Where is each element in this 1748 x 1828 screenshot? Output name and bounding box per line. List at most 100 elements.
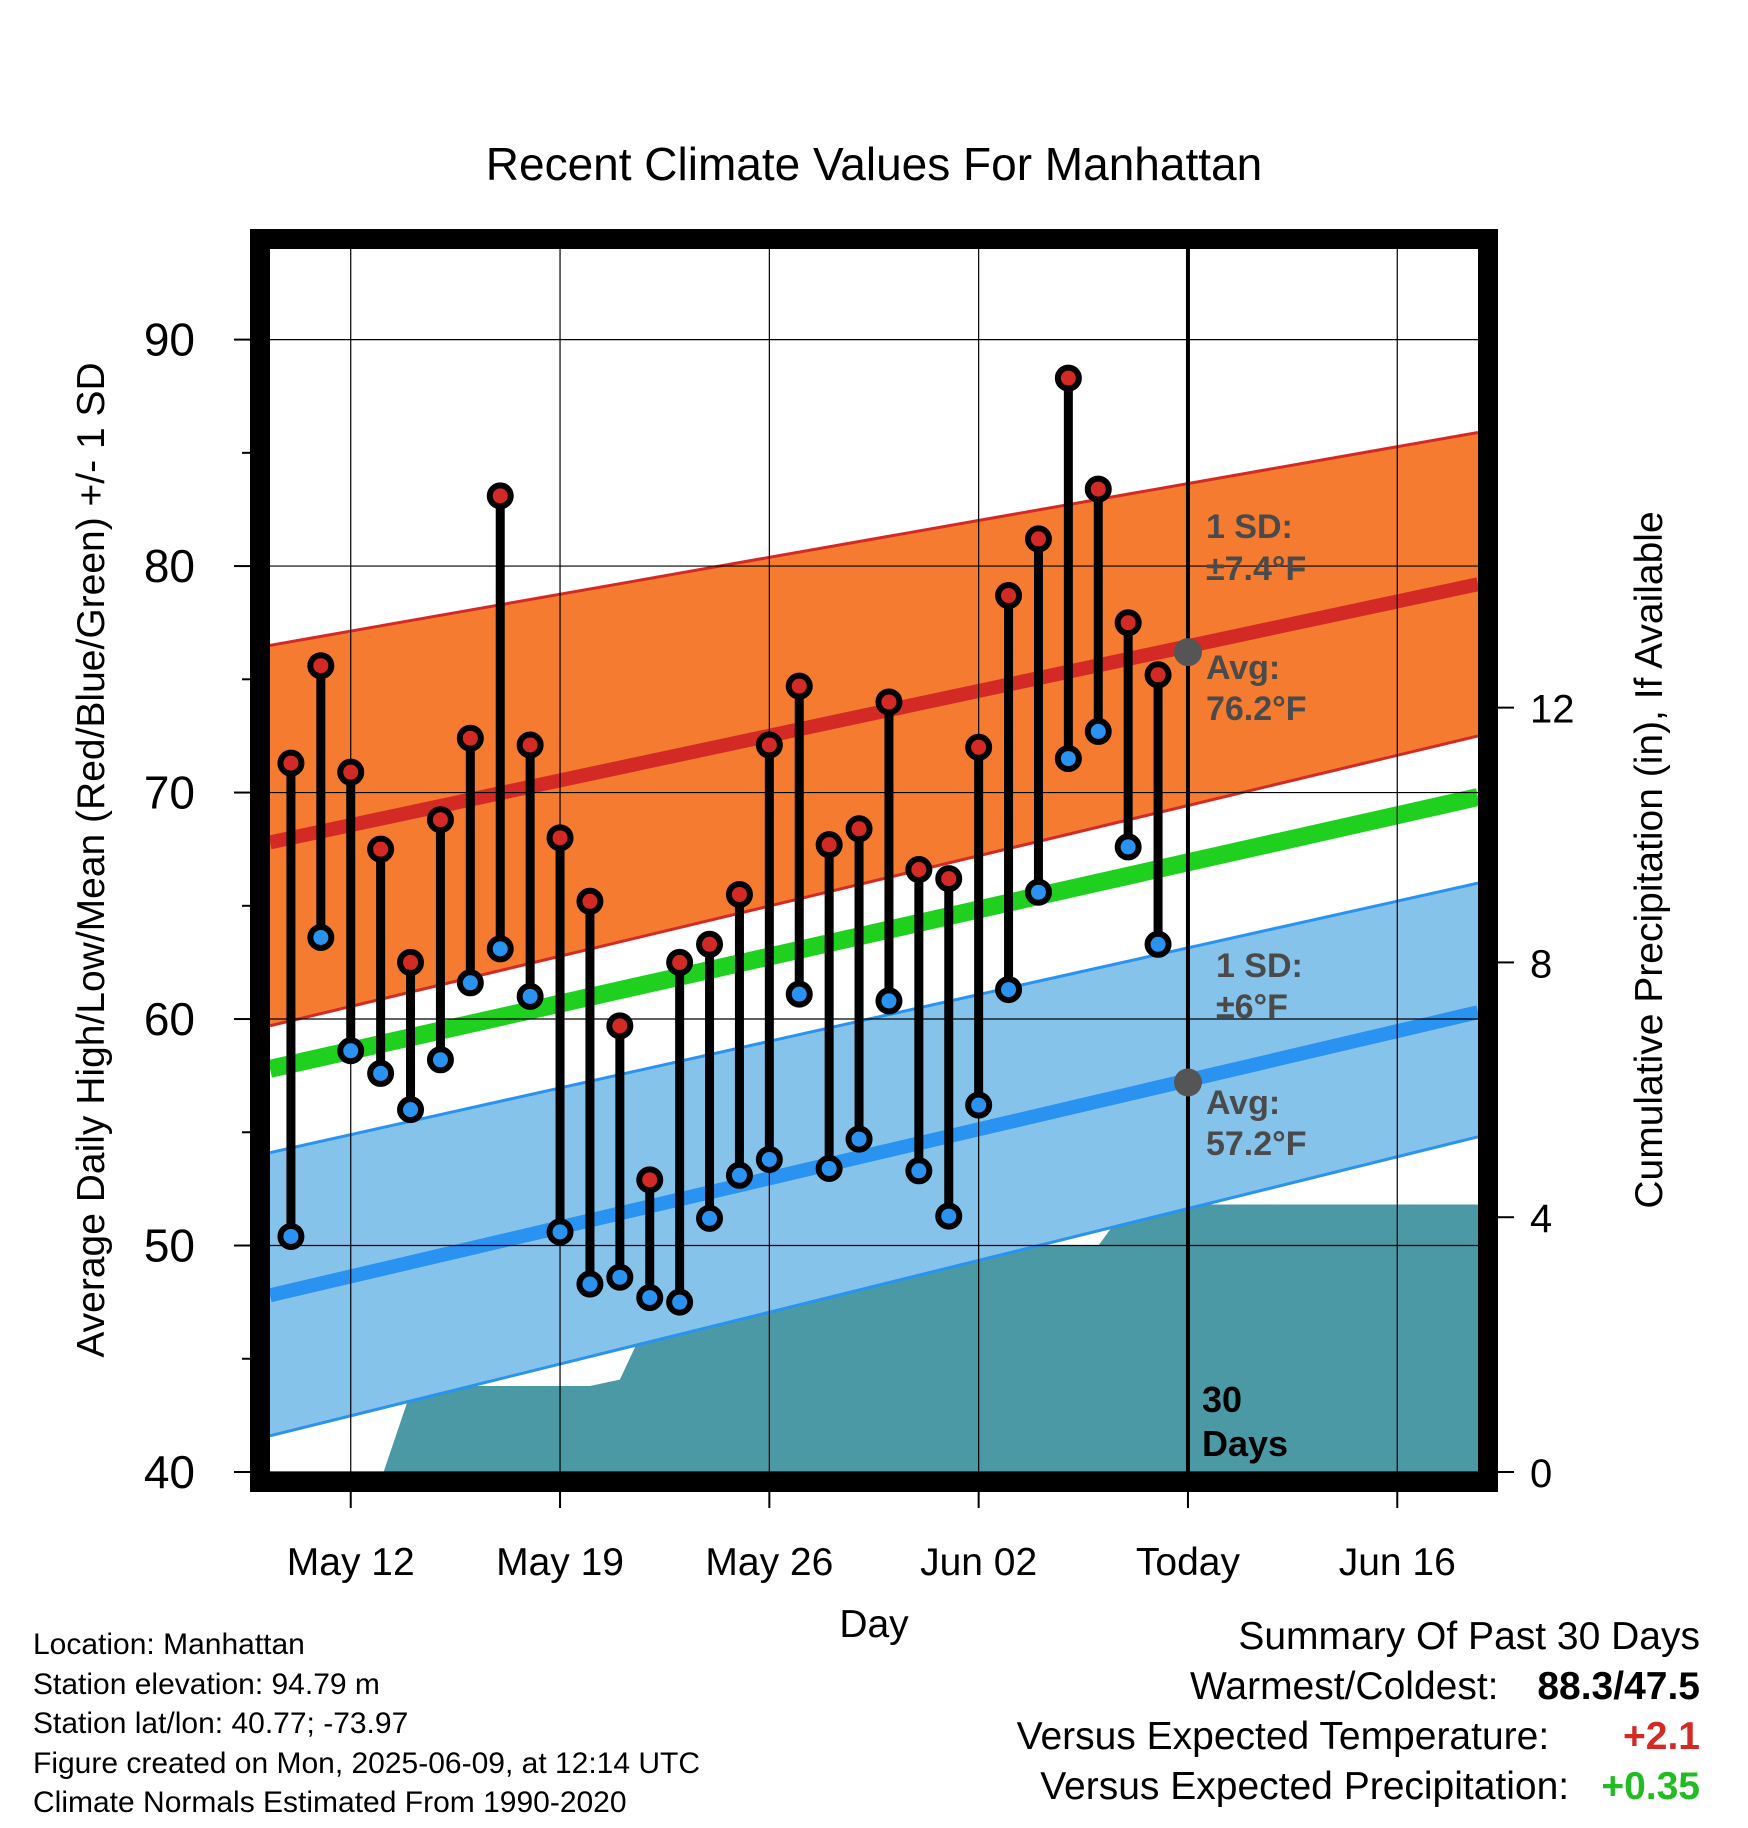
daily-high-point (845, 815, 873, 843)
chart-title: Recent Climate Values For Manhattan (486, 138, 1262, 190)
daily-low-point (755, 1145, 783, 1173)
y-tick-label: 80 (144, 540, 195, 592)
elevation-text: Station elevation: 94.79 m (33, 1667, 380, 1701)
y2-tick-label: 8 (1530, 942, 1552, 986)
daily-low-point (516, 982, 544, 1010)
temp-anomaly-value: +2.1 (1623, 1715, 1700, 1758)
daily-high-point (785, 672, 813, 700)
daily-low-point (725, 1161, 753, 1189)
daily-low-point (666, 1288, 694, 1316)
y-axis-label: Average Daily High/Low/Mean (Red/Blue/Gr… (70, 362, 113, 1357)
plot-frame (250, 229, 1498, 1492)
daily-high-point (307, 652, 335, 680)
y-tick-label: 60 (144, 993, 195, 1045)
station-info: Location: Manhattan Station elevation: 9… (33, 1625, 700, 1823)
daily-low-point (785, 980, 813, 1008)
daily-high-point (1084, 475, 1112, 503)
daily-low-point (905, 1157, 933, 1185)
y2-tick-label: 12 (1530, 688, 1575, 732)
temp-anomaly-row: Versus Expected Temperature: +2.1 (1017, 1712, 1700, 1762)
daily-high-point (875, 688, 903, 716)
daily-low-point (1054, 745, 1082, 773)
low-sd-label: 1 SD: (1216, 947, 1303, 985)
low-sd-band-lower (270, 1135, 1478, 1438)
warmest-coldest-label: Warmest/Coldest: (1190, 1665, 1499, 1708)
daily-high-point (935, 865, 963, 893)
daily-low-point (397, 1096, 425, 1124)
x-tick-label: Today (1136, 1541, 1241, 1584)
daily-high-point (636, 1166, 664, 1194)
summary-panel: Summary Of Past 30 Days Warmest/Coldest:… (1017, 1612, 1700, 1812)
daily-high-point (905, 856, 933, 884)
daily-high-point (666, 948, 694, 976)
daily-low-point (1144, 930, 1172, 958)
daily-high-point (516, 731, 544, 759)
daily-low-point (277, 1222, 305, 1250)
x-tick-label: Jun 02 (920, 1541, 1037, 1584)
summary-heading: Summary Of Past 30 Days (1238, 1615, 1700, 1658)
high-sd-value: ±7.4°F (1206, 550, 1306, 588)
low-avg-label: Avg: (1206, 1084, 1280, 1122)
daily-high-point (995, 582, 1023, 610)
today-days-label: Days (1202, 1423, 1288, 1464)
daily-high-point (337, 758, 365, 786)
latlon-text: Station lat/lon: 40.77; -73.97 (33, 1707, 409, 1740)
daily-low-point (875, 987, 903, 1015)
daily-low-point (486, 935, 514, 963)
daily-low-point (1024, 878, 1052, 906)
low-sd-value: ±6°F (1216, 988, 1288, 1026)
daily-high-point (456, 724, 484, 752)
x-tick-label: Jun 16 (1339, 1541, 1456, 1584)
plot-content (270, 249, 1478, 1472)
daily-low-point (935, 1202, 963, 1230)
daily-low-point (995, 976, 1023, 1004)
daily-low-point (337, 1037, 365, 1065)
daily-low-point (426, 1046, 454, 1074)
daily-low-point (576, 1270, 604, 1298)
x-tick-label: May 19 (496, 1541, 624, 1584)
low-avg-marker (1173, 1068, 1202, 1097)
mean-normal-line (270, 788, 1478, 1078)
x-tick-label: May 26 (705, 1541, 833, 1584)
y-tick-label: 70 (144, 767, 195, 819)
high-sd-band (270, 432, 1478, 1026)
daily-high-point (755, 731, 783, 759)
daily-high-point (397, 948, 425, 976)
low-sd-band-upper (270, 881, 1478, 1155)
y-tick-label: 50 (144, 1220, 195, 1272)
daily-low-point (845, 1125, 873, 1153)
x-tick-label: May 12 (287, 1541, 415, 1584)
high-avg-marker (1173, 638, 1202, 667)
daily-high-point (367, 835, 395, 863)
daily-low-point (606, 1263, 634, 1291)
location-text: Location: Manhattan (33, 1628, 305, 1661)
precip-anomaly-value: +0.35 (1601, 1765, 1700, 1808)
daily-low-point (307, 924, 335, 952)
y2-tick-label: 4 (1530, 1197, 1552, 1241)
daily-high-point (965, 733, 993, 761)
y2-axis-label: Cumulative Precipitation (in), If Availa… (1628, 511, 1671, 1208)
daily-high-point (576, 887, 604, 915)
high-avg-value: 76.2°F (1206, 690, 1307, 728)
daily-low-point (546, 1218, 574, 1246)
daily-high-point (1144, 661, 1172, 689)
daily-high-point (725, 880, 753, 908)
daily-high-point (426, 806, 454, 834)
warmest-coldest-value: 88.3/47.5 (1537, 1665, 1700, 1708)
daily-low-point (1084, 717, 1112, 745)
daily-high-point (1114, 609, 1142, 637)
daily-high-point (1024, 525, 1052, 553)
daily-high-point (546, 824, 574, 852)
y-tick-label: 90 (144, 314, 195, 366)
daily-high-point (606, 1012, 634, 1040)
daily-high-point (486, 482, 514, 510)
precip-anomaly-row: Versus Expected Precipitation: +0.35 (1017, 1762, 1700, 1812)
y2-tick-label: 0 (1530, 1452, 1552, 1496)
temp-anomaly-label: Versus Expected Temperature: (1016, 1715, 1550, 1758)
normals-text: Climate Normals Estimated From 1990-2020 (33, 1786, 627, 1819)
daily-low-point (636, 1284, 664, 1312)
warmest-coldest-row: Warmest/Coldest: 88.3/47.5 (1017, 1662, 1700, 1712)
daily-high-point (277, 749, 305, 777)
high-sd-label: 1 SD: (1206, 508, 1293, 546)
